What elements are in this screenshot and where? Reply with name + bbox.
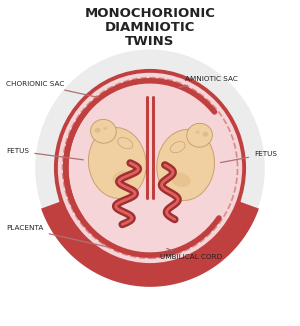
- Ellipse shape: [170, 141, 185, 153]
- Ellipse shape: [91, 119, 116, 143]
- Ellipse shape: [171, 173, 190, 187]
- Text: DIAMNIOTIC: DIAMNIOTIC: [105, 21, 195, 34]
- Text: TWINS: TWINS: [125, 35, 175, 48]
- Text: AMNIOTIC SAC: AMNIOTIC SAC: [179, 76, 238, 88]
- Ellipse shape: [94, 128, 100, 133]
- Ellipse shape: [56, 71, 244, 265]
- Ellipse shape: [103, 126, 107, 130]
- Ellipse shape: [187, 123, 212, 147]
- Ellipse shape: [196, 130, 200, 134]
- Text: UMBILICAL CORD: UMBILICAL CORD: [160, 248, 222, 260]
- Ellipse shape: [118, 138, 133, 149]
- Text: FETUS: FETUS: [6, 148, 83, 160]
- Text: CHORIONIC SAC: CHORIONIC SAC: [6, 81, 98, 97]
- Text: FETUS: FETUS: [220, 151, 277, 163]
- Ellipse shape: [157, 129, 214, 200]
- Ellipse shape: [88, 127, 146, 199]
- Text: PLACENTA: PLACENTA: [6, 225, 108, 247]
- Ellipse shape: [202, 132, 208, 137]
- Polygon shape: [41, 201, 259, 287]
- Text: MONOCHORIONIC: MONOCHORIONIC: [85, 7, 215, 20]
- Ellipse shape: [112, 171, 132, 185]
- Ellipse shape: [35, 50, 265, 287]
